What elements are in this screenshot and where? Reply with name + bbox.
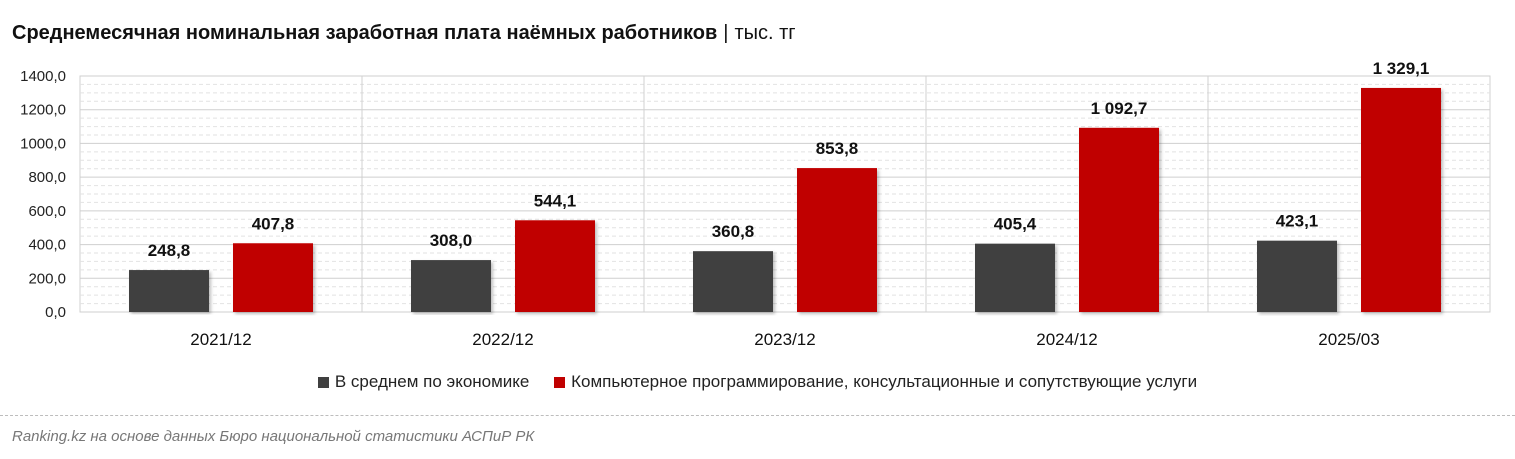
- data-label-economy-3: 405,4: [994, 215, 1037, 234]
- data-label-it-2: 853,8: [816, 139, 859, 158]
- bars: [129, 87, 1441, 312]
- title-separator: |: [723, 22, 729, 44]
- data-label-it-3: 1 092,7: [1091, 99, 1148, 118]
- x-tick-label: 2021/12: [190, 330, 251, 349]
- data-label-it-1: 544,1: [534, 191, 577, 210]
- legend-label-economy: В среднем по экономике: [334, 372, 530, 391]
- bar-it-0: [233, 243, 313, 312]
- data-label-it-0: 407,8: [252, 214, 295, 233]
- chart-title: Среднемесячная номинальная заработная пл…: [12, 22, 796, 45]
- bar-it-1: [515, 220, 595, 312]
- y-tick-label: 200,0: [28, 270, 66, 287]
- footer-divider: [0, 415, 1515, 416]
- x-tick-label: 2023/12: [754, 330, 815, 349]
- x-tick-label: 2022/12: [472, 330, 533, 349]
- legend-item-it: Компьютерное программирование, консульта…: [554, 372, 1197, 392]
- bar-economy-0: [129, 270, 209, 312]
- gridlines: [79, 75, 1491, 313]
- legend-swatch-economy: [317, 376, 329, 388]
- y-tick-label: 800,0: [28, 169, 66, 186]
- legend-label-it: Компьютерное программирование, консульта…: [571, 372, 1198, 391]
- data-label-economy-1: 308,0: [430, 231, 473, 250]
- source-note: Ranking.kz на основе данных Бюро национа…: [12, 428, 535, 445]
- x-axis: 2021/12 2022/12 2023/12 2024/12 2025/03: [190, 330, 1379, 349]
- y-axis: 0,0 200,0 400,0 600,0 800,0 1000,0 1200,0 1400,…: [20, 68, 66, 321]
- y-tick-label: 600,0: [28, 203, 66, 220]
- legend: В среднем по экономике Компьютерное прог…: [0, 372, 1515, 393]
- bar-chart: 0,0 200,0 400,0 600,0 800,0 1000,0 1200,0 1400,…: [20, 59, 1491, 349]
- y-tick-label: 1000,0: [20, 135, 66, 152]
- y-tick-label: 400,0: [28, 237, 66, 254]
- x-tick-label: 2025/03: [1318, 330, 1379, 349]
- y-tick-label: 1400,0: [20, 68, 66, 85]
- legend-swatch-it: [554, 376, 566, 388]
- data-label-economy-4: 423,1: [1276, 212, 1319, 231]
- bar-economy-4: [1257, 240, 1337, 312]
- y-tick-label: 1200,0: [20, 102, 66, 119]
- chart-title-main: Среднемесячная номинальная заработная пл…: [12, 22, 718, 44]
- bar-economy-3: [975, 243, 1055, 312]
- bar-economy-2: [693, 251, 773, 312]
- data-labels: 248,8 407,8 308,0 544,1 360,8 853,8 405,4 1 092…: [148, 59, 1430, 260]
- bar-it-2: [797, 168, 877, 312]
- data-label-economy-2: 360,8: [712, 222, 755, 241]
- chart-unit: тыс. тг: [734, 22, 796, 44]
- bar-it-4: [1361, 87, 1441, 312]
- data-label-it-4: 1 329,1: [1373, 59, 1430, 78]
- x-tick-label: 2024/12: [1036, 330, 1097, 349]
- y-tick-label: 0,0: [45, 304, 66, 321]
- bar-it-3: [1079, 127, 1159, 312]
- bar-economy-1: [411, 260, 491, 312]
- legend-item-economy: В среднем по экономике: [317, 372, 530, 392]
- data-label-economy-0: 248,8: [148, 241, 191, 260]
